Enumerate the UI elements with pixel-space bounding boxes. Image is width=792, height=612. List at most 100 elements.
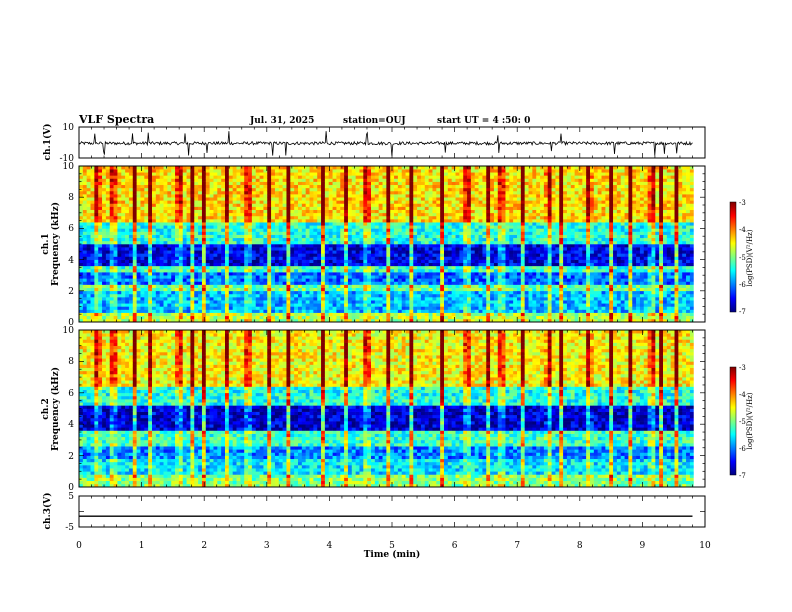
spectrogram-cell [90, 194, 95, 198]
spectrogram-cell [213, 219, 218, 223]
spectrogram-cell [401, 306, 406, 310]
spectrogram-cell [305, 293, 310, 298]
spectrogram-cell [286, 318, 291, 323]
spectrogram-cell [321, 175, 326, 179]
spectrogram-cell [374, 293, 379, 298]
spectrogram-cell [367, 194, 372, 198]
spectrogram-cell [86, 287, 91, 292]
spectrogram-cell [413, 290, 418, 295]
spectrogram-cell [121, 209, 126, 214]
spectrogram-cell [290, 169, 295, 173]
spectrogram-cell [278, 265, 283, 270]
spectrogram-cell [355, 306, 360, 310]
spectrogram-cell [282, 215, 287, 220]
spectrogram-cell [86, 281, 91, 285]
spectrogram-cell [397, 309, 403, 313]
spectrogram-cell [98, 262, 103, 267]
spectrogram-cell [98, 306, 103, 310]
spectrogram-cell [144, 206, 149, 210]
spectrogram-cell [132, 265, 137, 270]
spectrogram-cell [344, 194, 349, 198]
spectrogram-cell [286, 247, 291, 251]
spectrogram-cell [217, 247, 222, 251]
spectrogram-cell [171, 278, 176, 282]
spectrogram-cell [171, 172, 176, 176]
spectrogram-cell [447, 237, 452, 242]
spectrogram-cell [355, 315, 360, 320]
spectrogram-cell [113, 281, 118, 285]
spectrogram-cell [259, 250, 264, 254]
spectrogram-cell [294, 197, 299, 201]
spectrogram-cell [328, 209, 333, 214]
spectrogram-cell [267, 240, 272, 245]
spectrogram-cell [209, 190, 214, 195]
spectrogram-cell [363, 234, 368, 239]
spectrogram-cell [328, 265, 333, 270]
spectrogram-cell [167, 169, 172, 173]
spectrogram-cell [298, 228, 303, 232]
spectrogram-cell [336, 197, 341, 201]
spectrogram-cell [136, 297, 141, 301]
spectrogram-cell [140, 253, 145, 257]
spectrogram-cell [298, 237, 303, 242]
spectrogram-cell [198, 175, 203, 179]
spectrogram-cell [155, 259, 160, 264]
spectrogram-cell [401, 290, 406, 295]
spectrogram-cell [194, 300, 199, 304]
spectrogram-cell [102, 247, 107, 251]
spectrogram-cell [274, 315, 280, 320]
spectrogram-cell [105, 244, 111, 248]
spectrogram-cell [305, 247, 310, 251]
spectrogram-cell [324, 209, 330, 214]
spectrogram-cell [386, 172, 391, 176]
spectrogram-cell [121, 197, 126, 201]
spectrogram-cell [347, 256, 353, 260]
spectrogram-cell [79, 209, 84, 214]
spectrogram-cell [221, 306, 226, 310]
spectrogram-cell [336, 268, 341, 273]
spectrogram-cell [171, 228, 176, 232]
spectrogram-cell [263, 187, 268, 192]
spectrogram-cell [217, 300, 222, 304]
spectrogram-cell [278, 184, 283, 189]
spectrogram-cell [294, 318, 299, 323]
spectrogram-cell [440, 315, 445, 320]
spectrogram-cell [171, 240, 176, 245]
spectrogram-cell [313, 222, 318, 226]
spectrogram-cell [236, 281, 241, 285]
spectrogram-cell [321, 231, 326, 235]
spectrogram-cell [232, 284, 237, 288]
spectrogram-cell [344, 203, 349, 207]
spectrogram-cell [159, 231, 164, 235]
spectrogram-cell [417, 222, 422, 226]
spectrogram-cell [152, 203, 157, 207]
spectrogram-cell [109, 306, 114, 310]
spectrogram-cell [178, 303, 184, 307]
spectrogram-cell [286, 284, 291, 288]
spectrogram-cell [440, 169, 445, 173]
spectrogram-cell [186, 312, 191, 317]
spectrogram-cell [344, 259, 349, 264]
spectrogram-cell [367, 250, 372, 254]
spectrogram-cell [205, 262, 210, 267]
spectrogram-cell [301, 300, 306, 304]
spectrogram-cell [351, 187, 356, 192]
spectrogram-cell [417, 203, 422, 207]
spectrogram-cell [271, 297, 276, 301]
spectrogram-cell [240, 287, 245, 292]
spectrogram-cell [163, 268, 168, 273]
spectrogram-cell [82, 200, 87, 204]
spectrogram-cell [447, 303, 452, 307]
spectrogram-cell [259, 278, 264, 282]
spectrogram-cell [451, 250, 456, 254]
spectrogram-cell [294, 237, 299, 242]
spectrogram-cell [417, 303, 422, 307]
spectrogram-cell [213, 206, 218, 210]
spectrogram-cell [401, 209, 406, 214]
spectrogram-cell [144, 290, 149, 295]
spectrogram-cell [148, 200, 153, 204]
spectrogram-cell [86, 272, 91, 276]
spectrogram-cell [359, 262, 364, 267]
spectrogram-cell [271, 200, 276, 204]
spectrogram-cell [178, 293, 184, 298]
